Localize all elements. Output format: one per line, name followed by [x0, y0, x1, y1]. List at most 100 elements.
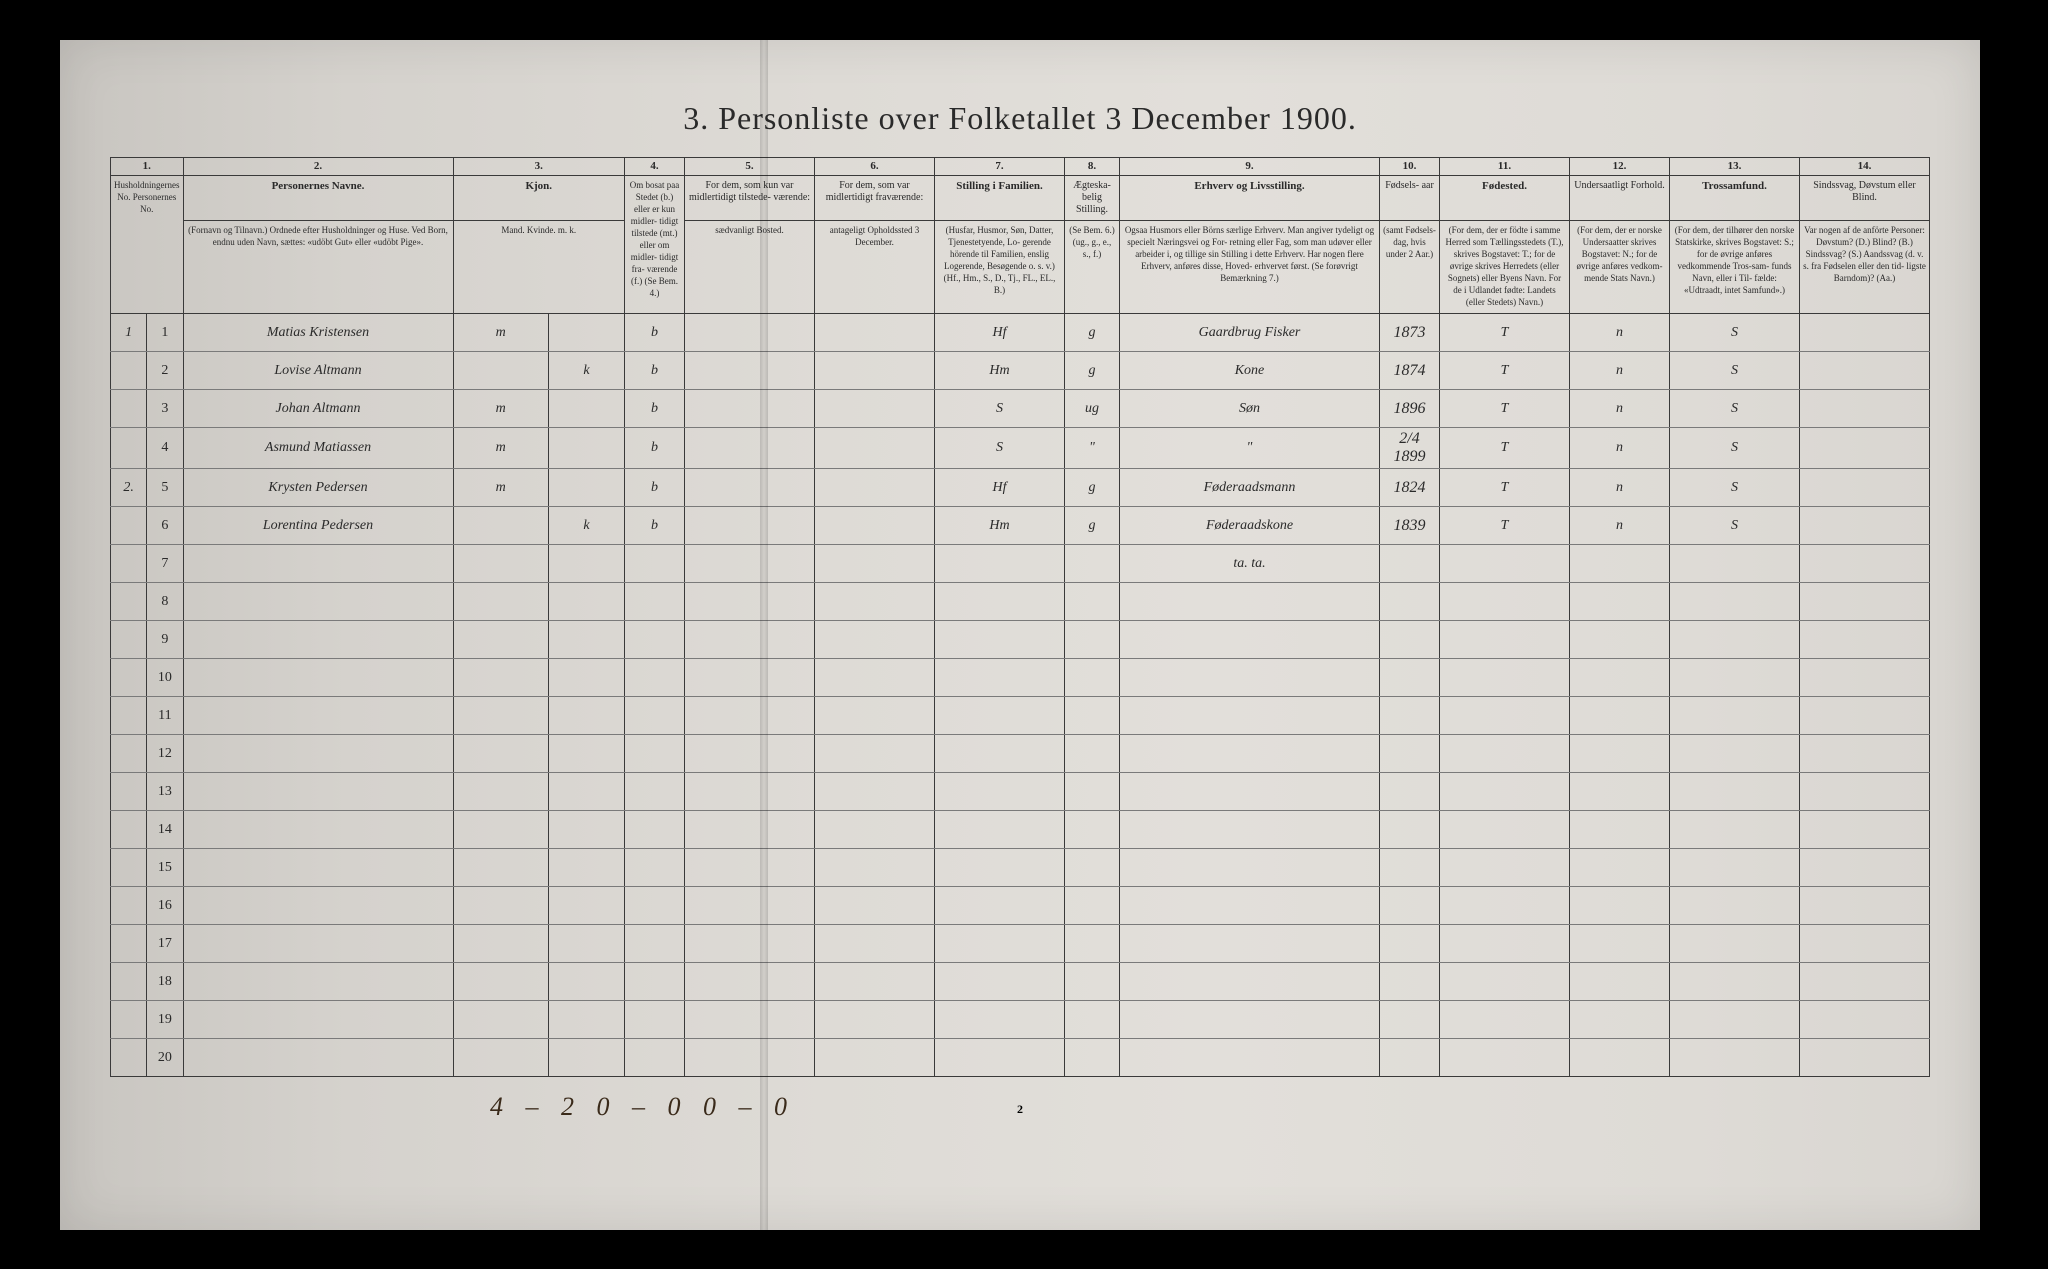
cell-religion [1670, 621, 1800, 659]
cell-birthplace [1440, 963, 1570, 1001]
cell-name [183, 849, 453, 887]
table-row: 8 [111, 583, 1930, 621]
cell-marital: " [1065, 428, 1120, 469]
cell-birth-year [1380, 773, 1440, 811]
col-num-12: 12. [1570, 158, 1670, 176]
cell-residence [625, 621, 685, 659]
cell-birth-year [1380, 545, 1440, 583]
cell-marital [1065, 849, 1120, 887]
col-sub-5: sædvanligt Bosted. [685, 221, 815, 314]
cell-household-num: 1 [111, 314, 147, 352]
cell-temp-present [685, 963, 815, 1001]
cell-birth-year [1380, 621, 1440, 659]
cell-religion [1670, 697, 1800, 735]
cell-religion: S [1670, 352, 1800, 390]
cell-temp-absent [815, 849, 935, 887]
cell-household-num [111, 963, 147, 1001]
col-num-5: 5. [685, 158, 815, 176]
cell-temp-present [685, 583, 815, 621]
cell-person-num: 17 [147, 925, 183, 963]
cell-person-num: 8 [147, 583, 183, 621]
cell-person-num: 12 [147, 735, 183, 773]
cell-name [183, 1001, 453, 1039]
cell-temp-present [685, 811, 815, 849]
cell-marital [1065, 773, 1120, 811]
table-row: 9 [111, 621, 1930, 659]
cell-occupation: " [1120, 428, 1380, 469]
col-sub-12: (For dem, der er norske Undersaatter skr… [1570, 221, 1670, 314]
cell-nationality: n [1570, 314, 1670, 352]
cell-nationality: n [1570, 428, 1670, 469]
cell-residence: b [625, 390, 685, 428]
cell-sex-m [453, 545, 548, 583]
table-row: 2. 5 Krysten Pedersen m b Hf g Føderaads… [111, 469, 1930, 507]
cell-temp-absent [815, 314, 935, 352]
cell-temp-present [685, 1001, 815, 1039]
cell-nationality [1570, 697, 1670, 735]
cell-birth-year [1380, 1039, 1440, 1077]
cell-name [183, 963, 453, 1001]
cell-household-num [111, 735, 147, 773]
cell-sex-m [453, 583, 548, 621]
cell-birthplace [1440, 1039, 1570, 1077]
cell-religion: S [1670, 390, 1800, 428]
cell-temp-absent [815, 352, 935, 390]
cell-family-pos [935, 963, 1065, 1001]
cell-name [183, 583, 453, 621]
cell-birthplace: T [1440, 390, 1570, 428]
cell-temp-present [685, 697, 815, 735]
cell-name [183, 697, 453, 735]
cell-temp-absent [815, 507, 935, 545]
cell-residence [625, 583, 685, 621]
table-row: 13 [111, 773, 1930, 811]
cell-birthplace: T [1440, 507, 1570, 545]
col-sub-9: Ogsaa Husmors eller Börns særlige Erhver… [1120, 221, 1380, 314]
col-sub-7: (Husfar, Husmor, Søn, Datter, Tjenestety… [935, 221, 1065, 314]
cell-sex-k [548, 314, 624, 352]
cell-disability [1800, 314, 1930, 352]
table-body: 1 1 Matias Kristensen m b Hf g Gaardbrug… [111, 314, 1930, 1077]
cell-marital: ug [1065, 390, 1120, 428]
cell-nationality [1570, 621, 1670, 659]
cell-birthplace [1440, 659, 1570, 697]
cell-birthplace [1440, 545, 1570, 583]
cell-person-num: 10 [147, 659, 183, 697]
cell-nationality [1570, 849, 1670, 887]
cell-family-pos: S [935, 390, 1065, 428]
cell-person-num: 18 [147, 963, 183, 1001]
cell-disability [1800, 735, 1930, 773]
cell-birthplace: T [1440, 469, 1570, 507]
cell-temp-present [685, 314, 815, 352]
cell-temp-absent [815, 697, 935, 735]
cell-occupation: Føderaadsmann [1120, 469, 1380, 507]
cell-occupation [1120, 659, 1380, 697]
cell-nationality [1570, 887, 1670, 925]
cell-person-num: 16 [147, 887, 183, 925]
cell-occupation: ta. ta. [1120, 545, 1380, 583]
cell-disability [1800, 849, 1930, 887]
cell-temp-absent [815, 583, 935, 621]
cell-temp-absent [815, 390, 935, 428]
col-num-8: 8. [1065, 158, 1120, 176]
col-num-4: 4. [625, 158, 685, 176]
cell-residence: b [625, 469, 685, 507]
col-sub-8: (Se Bem. 6.) (ug., g., e., s., f.) [1065, 221, 1120, 314]
cell-temp-absent [815, 773, 935, 811]
cell-disability [1800, 697, 1930, 735]
cell-nationality: n [1570, 507, 1670, 545]
cell-sex-k: k [548, 507, 624, 545]
cell-household-num [111, 811, 147, 849]
cell-family-pos [935, 849, 1065, 887]
cell-residence [625, 1001, 685, 1039]
cell-religion: S [1670, 469, 1800, 507]
cell-disability [1800, 390, 1930, 428]
cell-sex-m [453, 963, 548, 1001]
col-header-11: Fødested. [1440, 176, 1570, 221]
cell-household-num [111, 887, 147, 925]
cell-residence [625, 849, 685, 887]
cell-family-pos [935, 545, 1065, 583]
cell-disability [1800, 925, 1930, 963]
cell-marital [1065, 963, 1120, 1001]
cell-sex-m: m [453, 428, 548, 469]
cell-religion [1670, 1001, 1800, 1039]
